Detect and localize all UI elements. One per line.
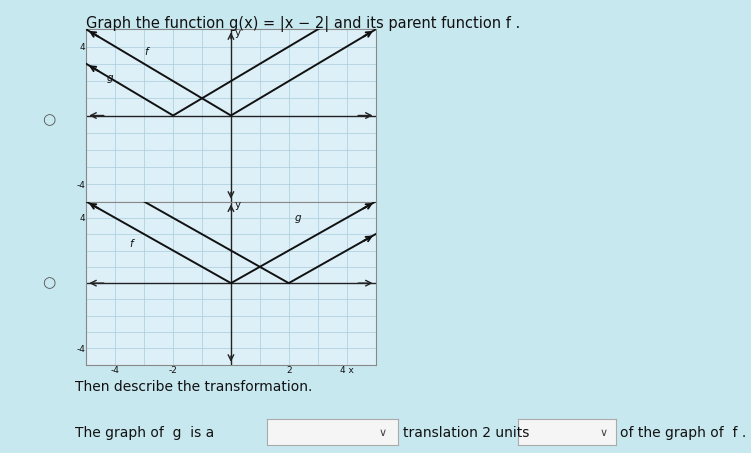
- Text: y: y: [235, 200, 241, 210]
- Text: The graph of  g  is a: The graph of g is a: [75, 426, 214, 439]
- Text: ○: ○: [42, 275, 56, 291]
- Text: ∨: ∨: [379, 428, 386, 438]
- Text: Graph the function g(x) = |x − 2| and its parent function f .: Graph the function g(x) = |x − 2| and it…: [86, 16, 520, 32]
- Text: g: g: [107, 73, 113, 83]
- Text: ∨: ∨: [600, 428, 608, 438]
- Text: translation 2 units: translation 2 units: [403, 426, 529, 439]
- Text: f: f: [144, 47, 148, 57]
- Text: of the graph of  f .: of the graph of f .: [620, 426, 746, 439]
- Text: y: y: [235, 29, 241, 39]
- Text: f: f: [130, 239, 134, 249]
- Text: g: g: [294, 213, 301, 223]
- Text: Then describe the transformation.: Then describe the transformation.: [75, 381, 312, 394]
- Text: ○: ○: [42, 112, 56, 128]
